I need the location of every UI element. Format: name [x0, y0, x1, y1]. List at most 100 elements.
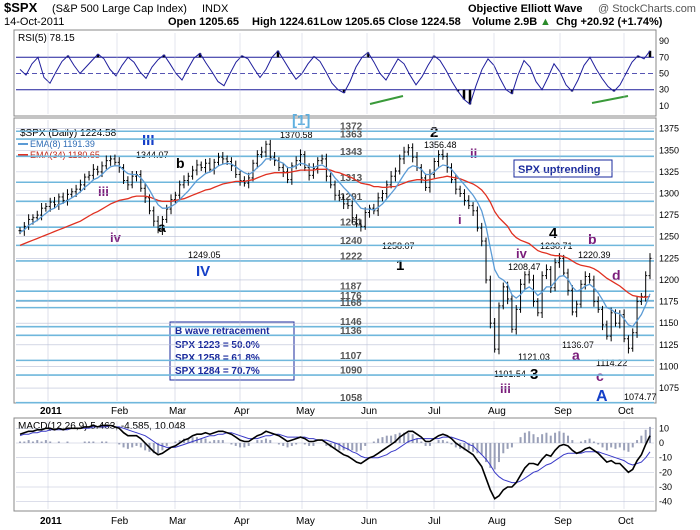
- rsi-tick-label: 30: [659, 85, 669, 95]
- month-label: Apr: [234, 406, 250, 417]
- month-label-bottom: Jul: [428, 516, 441, 527]
- label-1344: 1344.07: [136, 150, 169, 160]
- retracement-line-2: SPX 1258 = 61.8%: [175, 353, 260, 364]
- label-1121: 1121.03: [518, 352, 550, 362]
- wave-4: 4: [549, 225, 558, 242]
- source-label: Objective Elliott Wave: [468, 3, 583, 15]
- low-value: Low 1205.65: [320, 16, 385, 28]
- label-1356: 1356.48: [424, 140, 457, 150]
- month-label: Sep: [554, 406, 572, 417]
- month-label-bottom: May: [296, 516, 315, 527]
- wave-A: A: [596, 388, 608, 405]
- macd-line: [19, 424, 651, 500]
- rsi-tick-label: 90: [659, 36, 669, 46]
- fib-level-label: 1363: [340, 130, 363, 141]
- wave-b-right: b: [588, 231, 597, 247]
- high-value: High 1224.61: [252, 16, 319, 28]
- fib-level-label: 1240: [340, 236, 363, 247]
- rsi-tick-label: 50: [659, 69, 669, 79]
- wave-i: i: [458, 212, 462, 227]
- fib-level-label: 1058: [340, 393, 363, 404]
- uptrending-box: [513, 159, 613, 178]
- watermark: @ StockCharts.com: [598, 3, 696, 15]
- up-arrow-icon: ▲: [540, 16, 551, 28]
- price-tick-label: 1350: [659, 145, 679, 155]
- price-tick-label: 1250: [659, 232, 679, 242]
- rsi-frame: [13, 29, 657, 117]
- volume-value: Volume 2.9B: [472, 16, 537, 28]
- fib-level-label: 1107: [340, 351, 362, 362]
- retracement-frame: [169, 321, 295, 381]
- wave-iv-right: iv: [516, 246, 528, 261]
- wave-b-left: b: [176, 155, 185, 171]
- retracement-box: B wave retracement SPX 1223 = 50.0% SPX …: [169, 321, 295, 381]
- ema34-legend: EMA(34) 1180.65: [30, 150, 100, 160]
- fib-level-label: 1187: [340, 282, 362, 293]
- fib-level-label: 1168: [340, 298, 362, 309]
- rsi-line: [19, 49, 651, 106]
- month-label: Feb: [111, 406, 129, 417]
- exchange: INDX: [202, 3, 229, 15]
- ema34-line: [19, 168, 651, 298]
- label-1208: 1208.47: [508, 262, 541, 272]
- price-tick-label: 1150: [659, 318, 678, 328]
- wave-ii: ii: [470, 146, 477, 161]
- month-label-bottom: Sep: [554, 516, 572, 527]
- rsi-divergence-line: [591, 95, 629, 104]
- fib-level-label: 1291: [340, 192, 363, 203]
- macd-tick-label: 0: [659, 438, 664, 448]
- month-label-bottom: Feb: [111, 516, 129, 527]
- retracement-line-3: SPX 1284 = 70.7%: [175, 366, 260, 377]
- close-value: Close 1224.58: [388, 16, 461, 28]
- price-tick-label: 1375: [659, 124, 679, 134]
- wave-iii-left: iii: [98, 184, 109, 199]
- wave-d: d: [612, 267, 621, 283]
- change-value: Chg +20.92 (+1.74%): [556, 16, 663, 28]
- month-label: 2011: [40, 406, 62, 417]
- wave-a-right: a: [572, 347, 580, 363]
- fib-level-label: 1146: [340, 317, 362, 328]
- uptrending-text: SPX uptrending: [518, 164, 601, 176]
- fib-level-label: 1261: [340, 218, 363, 229]
- wave-1: 1: [396, 257, 404, 274]
- index-name: (S&P 500 Large Cap Index): [52, 3, 187, 15]
- month-label-bottom: Apr: [234, 516, 250, 527]
- rsi-label: RSI(5) 78.15: [18, 33, 75, 44]
- price-legend: $SPX (Daily) 1224.58: [20, 128, 117, 139]
- wave-iv-left: iv: [110, 230, 122, 245]
- fib-level-label: 1136: [340, 326, 362, 337]
- month-label-bottom: Oct: [618, 516, 634, 527]
- macd-tick-label: -20: [659, 467, 672, 477]
- price-tick-label: 1275: [659, 210, 679, 220]
- price-tick-label: 1225: [659, 253, 679, 263]
- ema8-legend: EMA(8) 1191.39: [30, 139, 95, 149]
- month-label: Jul: [428, 406, 441, 417]
- fib-level-label: 1222: [340, 251, 363, 262]
- price-tick-label: 1100: [659, 361, 678, 371]
- wave-III: III: [142, 132, 155, 149]
- month-label: Mar: [169, 406, 187, 417]
- month-label: Oct: [618, 406, 634, 417]
- fib-level-label: 1090: [340, 366, 363, 377]
- price-tick-label: 1075: [659, 383, 679, 393]
- month-label-bottom: Jun: [361, 516, 377, 527]
- label-1249: 1249.05: [188, 250, 221, 260]
- rsi-panel: RSI(5) 78.15: [13, 29, 657, 117]
- month-label: Jun: [361, 406, 377, 417]
- macd-tick-label: -10: [659, 453, 672, 463]
- price-tick-label: 1200: [659, 275, 679, 285]
- wave-bracket-1: [1]: [292, 112, 310, 129]
- price-tick-label: 1175: [659, 297, 678, 307]
- label-1220: 1220.39: [578, 250, 611, 260]
- symbol: $SPX: [4, 0, 38, 15]
- retracement-line-1: SPX 1223 = 50.0%: [175, 340, 260, 351]
- ema8-line: [19, 158, 651, 328]
- rsi-tick-label: 10: [659, 101, 669, 111]
- month-label-bottom: 2011: [40, 516, 62, 527]
- price-tick-label: 1325: [659, 167, 679, 177]
- wave-c: c: [596, 368, 604, 384]
- macd-tick-label: 10: [659, 423, 669, 433]
- retracement-title: B wave retracement: [175, 326, 270, 337]
- fib-level-label: 1372: [340, 122, 363, 133]
